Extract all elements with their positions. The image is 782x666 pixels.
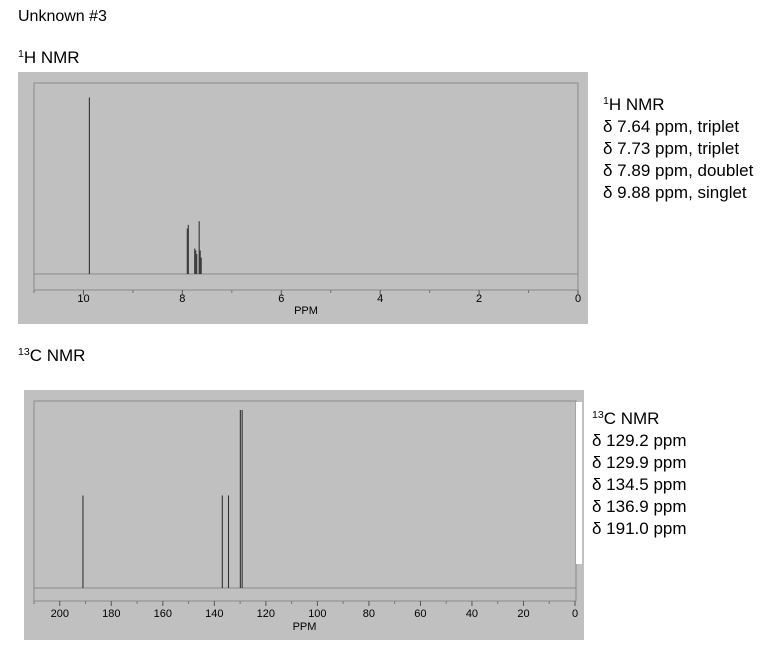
- h-nmr-x-axis-label: PPM: [294, 305, 318, 317]
- h-nmr-x-tick-label: 4: [377, 293, 383, 305]
- c-nmr-x-tick-label: 100: [308, 608, 326, 620]
- h-nmr-peak-entry: δ 7.64 ppm, triplet: [603, 116, 740, 136]
- h-nmr-spectrum-panel: 10 8 6 4 2 0 PPM: [18, 72, 588, 324]
- h-nmr-x-tick-label: 2: [476, 293, 482, 305]
- c-nmr-peak-entry: δ 136.9 ppm: [592, 496, 687, 516]
- h-nmr-peak-list-title-text: H NMR: [608, 94, 665, 114]
- c-nmr-x-tick-label: 160: [154, 608, 172, 620]
- h-nmr-peak-list: 1H NMR δ 7.64 ppm, triplet δ 7.73 ppm, t…: [603, 90, 753, 204]
- c-nmr-x-tick-label: 80: [363, 608, 375, 620]
- c-nmr-superscript: 13: [18, 346, 30, 359]
- h-nmr-peak-entry: δ 7.73 ppm, triplet: [603, 138, 740, 158]
- page-title: Unknown #3: [18, 8, 107, 25]
- c-nmr-peak-entry: δ 129.9 ppm: [592, 452, 687, 472]
- c-nmr-x-tick-label: 0: [572, 608, 578, 620]
- h-nmr-plot-frame: [33, 82, 579, 291]
- h-nmr-section-label: 1H NMR: [18, 48, 80, 68]
- h-nmr-superscript: 1: [18, 48, 24, 61]
- h-nmr-label-text: H NMR: [23, 48, 80, 67]
- c-nmr-peak-entry: δ 191.0 ppm: [592, 518, 687, 538]
- h-nmr-peak-list-title: 1H NMR: [603, 90, 753, 116]
- h-nmr-peak-entry: δ 9.88 ppm, singlet: [603, 182, 747, 202]
- c-nmr-x-tick-label: 120: [257, 608, 275, 620]
- h-nmr-x-tick-label: 6: [278, 293, 284, 305]
- c-nmr-x-tick-label: 40: [466, 608, 478, 620]
- c-nmr-spectrum-panel: 200 180 160 140 120 100 80 60 40 20 0 PPM: [24, 390, 584, 640]
- c-nmr-x-tick-label: 200: [51, 608, 69, 620]
- h-nmr-x-tick-label: 0: [575, 293, 581, 305]
- c-nmr-x-tick-label: 60: [414, 608, 426, 620]
- c-nmr-peak-entry: δ 129.2 ppm: [592, 430, 687, 450]
- c-nmr-peak-list-superscript: 13: [592, 409, 604, 421]
- c-nmr-peak-list-title-text: C NMR: [603, 408, 660, 428]
- c-nmr-label-text: C NMR: [29, 346, 86, 365]
- c-nmr-x-tick-label: 180: [102, 608, 120, 620]
- c-nmr-x-tick-label: 20: [517, 608, 529, 620]
- c-nmr-panel-notch: [576, 402, 582, 564]
- h-nmr-x-tick-label: 8: [179, 293, 185, 305]
- c-nmr-plot-frame: [33, 400, 577, 602]
- c-nmr-x-tick-label: 140: [205, 608, 223, 620]
- h-nmr-spectrum: 10 8 6 4 2 0 PPM: [33, 82, 581, 317]
- c-nmr-section-label: 13C NMR: [18, 346, 85, 366]
- h-nmr-peak-list-superscript: 1: [603, 95, 609, 107]
- c-nmr-x-axis-label: PPM: [293, 621, 317, 633]
- c-nmr-peak-list-title: 13C NMR: [592, 404, 687, 430]
- h-nmr-x-tick-label: 10: [77, 293, 89, 305]
- c-nmr-peak-list: 13C NMR δ 129.2 ppm δ 129.9 ppm δ 134.5 …: [592, 404, 687, 540]
- c-nmr-peak-entry: δ 134.5 ppm: [592, 474, 687, 494]
- h-nmr-peak-entry: δ 7.89 ppm, doublet: [603, 160, 754, 180]
